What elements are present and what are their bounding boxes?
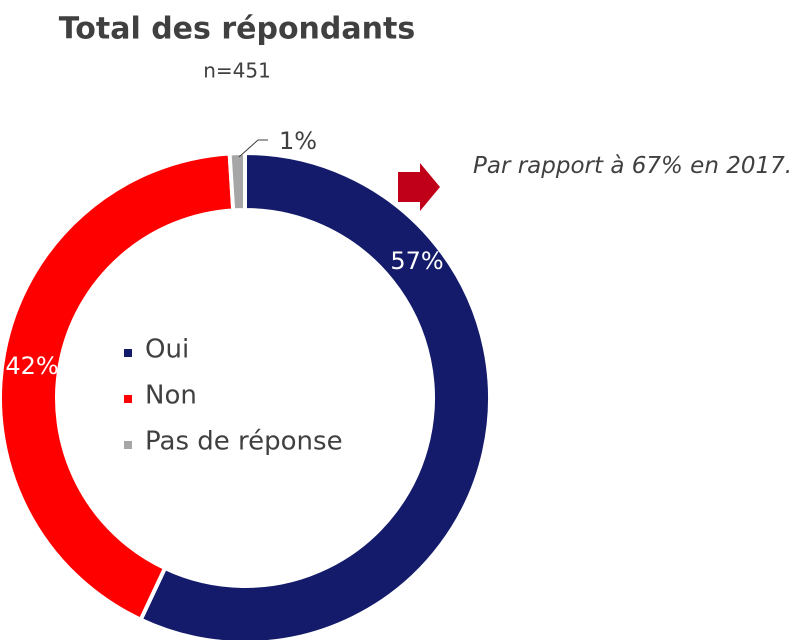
slice xyxy=(227,150,247,213)
legend-swatch xyxy=(124,441,132,449)
chart-subtitle: n=451 xyxy=(203,59,271,83)
arrow xyxy=(398,163,440,211)
data-label: 42% xyxy=(5,352,58,380)
chart-title: Total des répondants xyxy=(59,12,415,47)
legend-swatch xyxy=(124,349,132,357)
data-label: 57% xyxy=(390,247,443,275)
legend-label: Pas de réponse xyxy=(145,427,343,457)
legend-label: Non xyxy=(145,381,197,411)
legend-label: Oui xyxy=(145,335,189,365)
legend-swatch xyxy=(124,395,132,403)
slice xyxy=(0,151,236,623)
data-label: 1% xyxy=(279,127,317,155)
annotation: Par rapport à 67% en 2017. xyxy=(473,153,793,179)
slice xyxy=(138,150,492,640)
leader-line xyxy=(238,139,268,158)
